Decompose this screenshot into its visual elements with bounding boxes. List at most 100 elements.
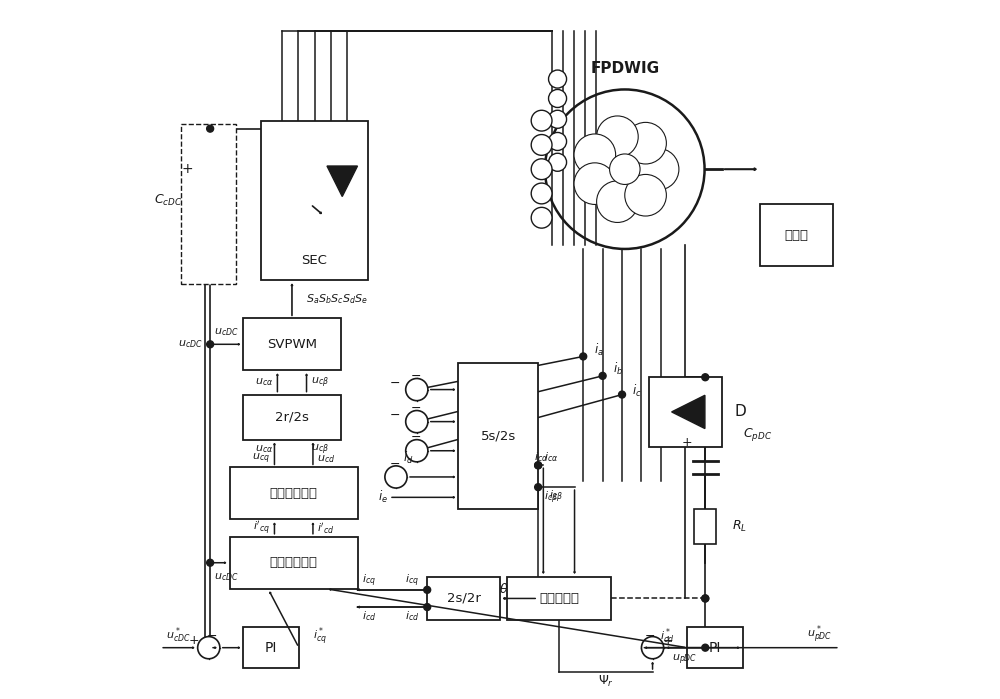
Circle shape [610,154,640,185]
Bar [243,627,299,668]
Circle shape [535,462,542,469]
Text: $-$: $-$ [410,369,421,382]
Circle shape [580,353,587,360]
Text: $S_aS_bS_cS_dS_e$: $S_aS_bS_cS_dS_e$ [306,292,368,306]
Text: $u_{cd}$: $u_{cd}$ [317,453,335,465]
Bar [230,537,358,589]
Text: $i^*_{cd}$: $i^*_{cd}$ [660,627,675,647]
Circle shape [531,110,552,131]
Text: $-$: $-$ [389,376,400,389]
Bar [760,204,833,266]
Circle shape [549,110,567,129]
Circle shape [549,70,567,88]
Bar [507,577,611,620]
Text: $-$: $-$ [410,401,421,415]
Circle shape [406,378,428,401]
Bar [243,394,341,440]
Text: +: + [682,436,693,449]
Circle shape [207,125,214,132]
Text: $u_{c\alpha}$: $u_{c\alpha}$ [255,443,273,455]
Text: $u_{cDC}$: $u_{cDC}$ [178,338,203,350]
Text: $i_{c\beta}$: $i_{c\beta}$ [549,489,563,505]
Text: 预测电流计算: 预测电流计算 [270,556,318,569]
Text: 2s/2r: 2s/2r [447,592,481,605]
Text: 5s/2s: 5s/2s [481,430,516,442]
Circle shape [597,116,638,157]
Circle shape [531,159,552,180]
Circle shape [702,595,709,602]
Bar [649,377,722,447]
Text: $-$: $-$ [410,431,421,443]
Circle shape [619,391,626,398]
Circle shape [549,153,567,171]
Text: $u_{cq}$: $u_{cq}$ [252,452,270,466]
Circle shape [207,559,214,566]
Text: +: + [663,634,673,647]
Text: D: D [734,405,746,419]
Text: 电压矢量计算: 电压矢量计算 [270,487,318,500]
Circle shape [549,89,567,108]
Text: $-$: $-$ [644,628,655,642]
Text: +: + [181,162,193,176]
Text: $-$: $-$ [389,408,400,421]
Text: 原动机: 原动机 [784,229,808,242]
Text: $i'_{cq}$: $i'_{cq}$ [253,520,270,537]
Bar [181,124,236,284]
Circle shape [406,410,428,433]
Text: $i_b$: $i_b$ [613,361,623,377]
Circle shape [531,183,552,204]
Text: SEC: SEC [302,254,327,267]
Circle shape [535,462,542,469]
Polygon shape [327,166,357,196]
Text: $i_{cq}$: $i_{cq}$ [405,572,419,589]
Text: $i_d$: $i_d$ [403,449,413,466]
Circle shape [198,637,220,658]
Circle shape [702,374,709,381]
Circle shape [545,89,705,249]
Text: $u_{c\beta}$: $u_{c\beta}$ [311,375,329,389]
Circle shape [599,373,606,380]
Bar [230,468,358,519]
Text: $u_{c\beta}$: $u_{c\beta}$ [311,442,329,456]
Text: $i_{c\beta}$: $i_{c\beta}$ [544,489,558,506]
Circle shape [702,595,709,602]
Text: SVPWM: SVPWM [267,338,317,351]
Text: $-$: $-$ [206,628,217,642]
Text: $i_{cd}$: $i_{cd}$ [405,609,419,623]
Text: $u^*_{pDC}$: $u^*_{pDC}$ [807,624,833,647]
Bar [261,121,368,280]
Text: $u_{pDC}$: $u_{pDC}$ [672,653,697,668]
Text: $\Psi_r$: $\Psi_r$ [598,674,614,689]
Text: $i_a$: $i_a$ [594,341,603,358]
Text: $i_{c\alpha}$: $i_{c\alpha}$ [544,450,558,464]
Text: $C_{cDC}$: $C_{cDC}$ [154,193,183,208]
Text: $i_c$: $i_c$ [632,383,642,399]
Bar [458,363,538,509]
Circle shape [702,644,709,651]
Text: PI: PI [709,641,721,655]
Text: 磁链观测器: 磁链观测器 [539,592,579,605]
Circle shape [625,122,666,164]
Bar [687,627,743,668]
Bar [243,318,341,370]
Circle shape [535,484,542,491]
Circle shape [385,466,407,488]
Circle shape [574,134,616,175]
Text: FPDWIG: FPDWIG [590,61,659,76]
Circle shape [531,134,552,155]
Circle shape [424,603,431,610]
Text: $u_{cDC}$: $u_{cDC}$ [214,326,239,338]
Circle shape [207,341,214,348]
Circle shape [574,163,616,204]
Text: $R_L$: $R_L$ [732,519,747,534]
Circle shape [641,637,664,658]
Circle shape [625,175,666,216]
Text: $i_{cd}$: $i_{cd}$ [362,609,376,623]
Text: $i_e$: $i_e$ [378,489,388,505]
Text: $i'_{cd}$: $i'_{cd}$ [317,521,335,536]
Text: PI: PI [265,641,277,655]
Circle shape [597,181,638,222]
Circle shape [549,132,567,150]
Circle shape [637,148,679,190]
Text: $i_{cq}$: $i_{cq}$ [362,572,376,589]
